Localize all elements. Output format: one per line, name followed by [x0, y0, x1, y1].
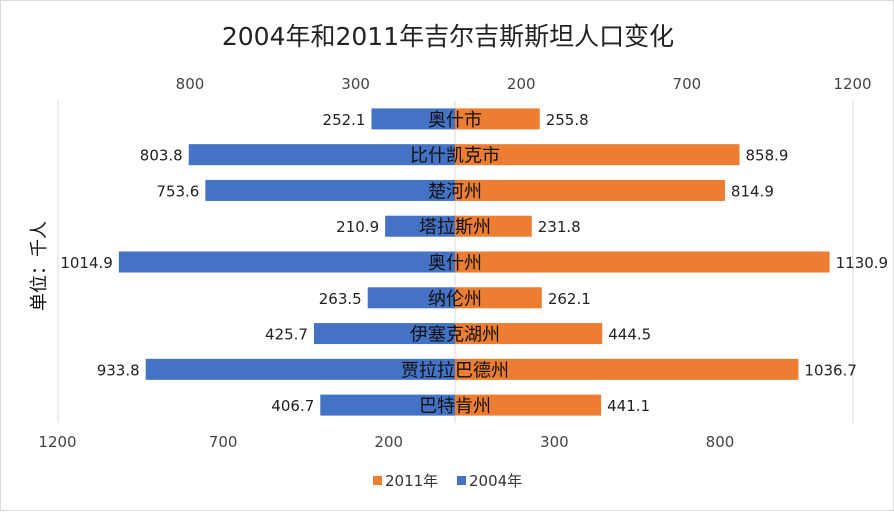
- value-label-2004: 753.6: [156, 182, 199, 200]
- value-label-2011: 1130.9: [836, 254, 889, 272]
- value-label-2004: 803.8: [140, 147, 183, 165]
- bar-2004: [145, 358, 455, 380]
- bar-2011: [455, 179, 725, 201]
- value-label-2004: 933.8: [97, 361, 140, 379]
- value-label-2004: 210.9: [336, 218, 379, 236]
- bar-2011: [455, 394, 602, 416]
- bottom-tick-label: 1200: [38, 433, 76, 451]
- category-label: 楚河州: [428, 181, 482, 202]
- top-tick-label: 700: [673, 75, 702, 93]
- legend-swatch-2011: [373, 476, 382, 485]
- value-label-2011: 1036.7: [804, 361, 857, 379]
- bottom-tick-label: 200: [374, 433, 403, 451]
- bar-2004: [313, 323, 455, 345]
- bar-2011: [455, 144, 740, 166]
- bottom-tick-label: 700: [209, 433, 238, 451]
- bar-2004: [205, 179, 455, 201]
- bar-2011: [455, 251, 830, 273]
- top-tick-label: 300: [341, 75, 370, 93]
- category-label: 巴特肯州: [419, 396, 491, 417]
- legend-label-2011: 2011年: [385, 472, 438, 490]
- legend-label-2004: 2004年: [469, 472, 522, 490]
- value-label-2011: 262.1: [548, 290, 591, 308]
- value-labels: 252.1 255.8 803.8 858.9 753.6 814.9 210.9 231.8…: [60, 111, 888, 415]
- chart-title: 2004年和2011年吉尔吉斯斯坦人口变化: [222, 22, 674, 51]
- value-label-2011: 814.9: [731, 182, 774, 200]
- bottom-tick-label: 300: [540, 433, 569, 451]
- bar-2004: [188, 144, 455, 166]
- top-axis: 800 300 200 700 1200: [176, 75, 872, 93]
- value-label-2011: 858.9: [746, 147, 789, 165]
- bottom-axis: 1200 700 200 300 800: [38, 433, 734, 451]
- value-label-2011: 255.8: [546, 111, 589, 129]
- value-label-2004: 425.7: [265, 326, 308, 344]
- category-label: 塔拉斯州: [419, 217, 491, 238]
- value-label-2004: 406.7: [271, 397, 314, 415]
- bar-2004: [371, 108, 455, 130]
- category-label: 纳伦州: [428, 289, 482, 310]
- bars: [118, 108, 830, 416]
- value-label-2011: 444.5: [608, 326, 651, 344]
- bar-2004: [118, 251, 455, 273]
- value-label-2004: 252.1: [323, 111, 366, 129]
- value-label-2004: 263.5: [319, 290, 362, 308]
- bar-2011: [455, 108, 540, 130]
- category-label: 奥什市: [428, 110, 482, 131]
- bar-2011: [455, 287, 542, 309]
- bar-2011: [455, 323, 603, 345]
- bottom-tick-label: 800: [706, 433, 735, 451]
- bar-2004: [385, 215, 455, 237]
- legend-swatch-2004: [457, 476, 466, 485]
- bar-2011: [455, 358, 799, 380]
- y-axis-label: 单位：千人: [29, 221, 50, 311]
- value-label-2004: 1014.9: [60, 254, 113, 272]
- top-tick-label: 1200: [833, 75, 871, 93]
- value-label-2011: 441.1: [607, 397, 650, 415]
- legend: 2011年 2004年: [373, 472, 522, 490]
- category-label: 伊塞克湖州: [410, 325, 500, 346]
- bar-2004: [367, 287, 455, 309]
- category-label: 贾拉拉巴德州: [401, 360, 509, 381]
- top-tick-label: 800: [176, 75, 205, 93]
- category-label: 比什凯克市: [410, 146, 500, 167]
- bar-2011: [455, 215, 532, 237]
- category-label: 奥什州: [428, 253, 482, 274]
- top-tick-label: 200: [507, 75, 536, 93]
- value-label-2011: 231.8: [538, 218, 581, 236]
- bar-2004: [320, 394, 455, 416]
